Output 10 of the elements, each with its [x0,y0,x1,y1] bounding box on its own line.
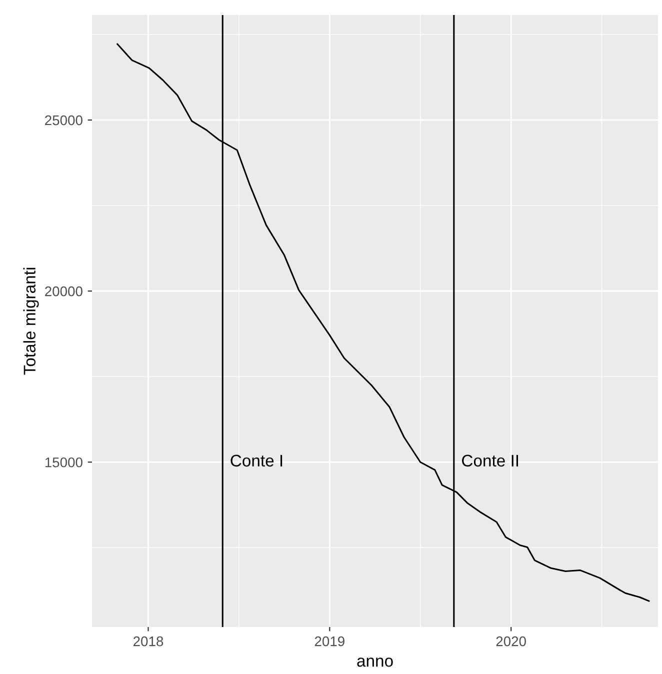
x-tick-label: 2020 [496,636,526,646]
y-tick-label: 20000 [45,286,82,296]
x-axis-title: anno [357,658,393,667]
x-tick-label: 2019 [314,636,344,646]
ref-line-label: Conte II [462,454,518,467]
y-tick-label: 25000 [45,115,82,126]
ref-line-label: Conte I [230,454,282,467]
y-tick-label: 15000 [45,457,82,468]
y-axis-title: Totale migranti [23,268,39,375]
x-tick-label: 2018 [133,636,164,646]
